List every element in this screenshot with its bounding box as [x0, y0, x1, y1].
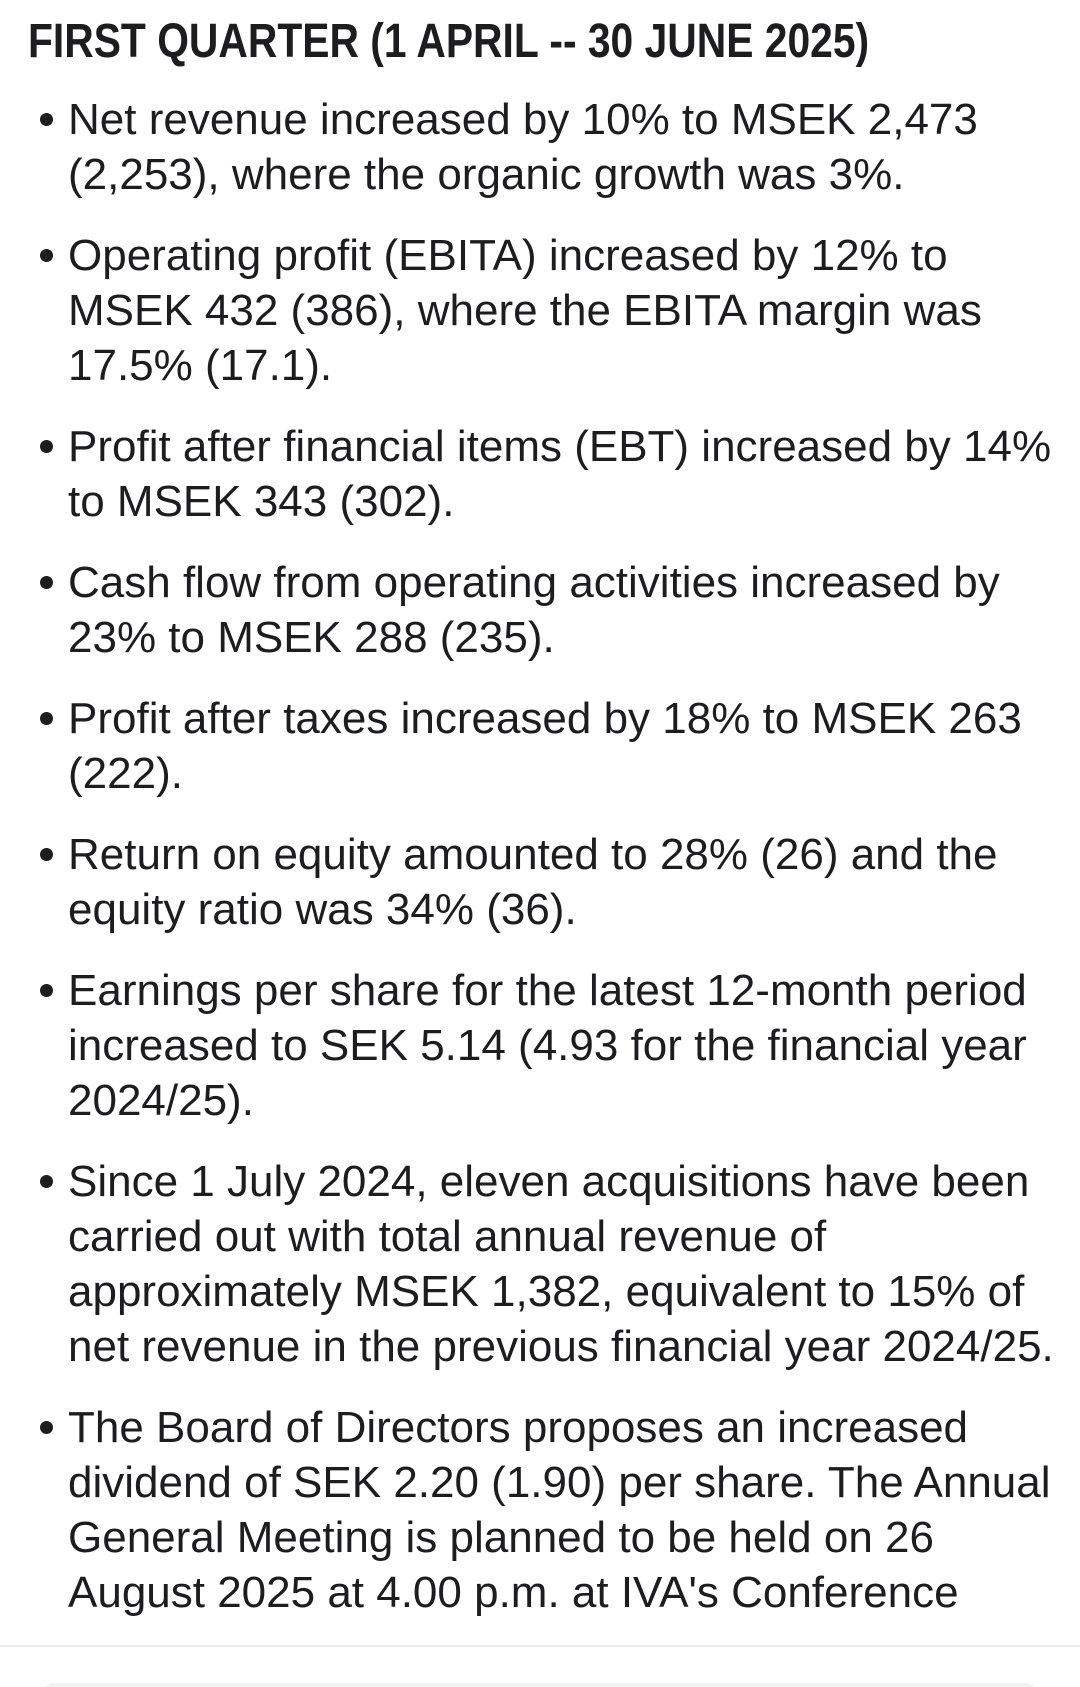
bullet-item: Operating profit (EBITA) increased by 12…	[0, 228, 1080, 393]
bullet-text-return-on-equity: Return on equity amounted to 28% (26) an…	[68, 830, 998, 934]
page-title: FIRST QUARTER (1 APRIL -- 30 JUNE 2025)	[28, 15, 870, 68]
bottom-sheet-top[interactable]	[38, 1683, 1040, 1687]
bullet-dot	[40, 113, 53, 126]
bullet-text-profit-after-financial-items: Profit after financial items (EBT) incre…	[68, 422, 1052, 526]
bullet-dot	[40, 1175, 53, 1188]
bullet-text-net-revenue: Net revenue increased by 10% to MSEK 2,4…	[68, 95, 978, 199]
bullet-text-acquisitions: Since 1 July 2024, eleven acquisitions h…	[68, 1157, 1054, 1371]
section-divider	[0, 1645, 1080, 1687]
bullet-item: Profit after financial items (EBT) incre…	[0, 419, 1080, 529]
bullet-text-operating-profit: Operating profit (EBITA) increased by 12…	[68, 231, 982, 390]
bullet-item: Profit after taxes increased by 18% to M…	[0, 691, 1080, 801]
bullet-item: Since 1 July 2024, eleven acquisitions h…	[0, 1154, 1080, 1374]
bullet-dot	[40, 440, 53, 453]
bullet-item: The Board of Directors proposes an incre…	[0, 1400, 1080, 1620]
bullet-item: Net revenue increased by 10% to MSEK 2,4…	[0, 92, 1080, 202]
bullet-text-dividend-agm: The Board of Directors proposes an incre…	[68, 1403, 1051, 1617]
bullet-dot	[40, 984, 53, 997]
report-body[interactable]: FIRST QUARTER (1 APRIL -- 30 JUNE 2025) …	[0, 0, 1080, 1645]
bullet-dot	[40, 249, 53, 262]
bullet-item: Cash flow from operating activities incr…	[0, 555, 1080, 665]
bullet-text-cash-flow: Cash flow from operating activities incr…	[68, 558, 1000, 662]
bullet-dot	[40, 1421, 53, 1434]
bullet-text-profit-after-taxes: Profit after taxes increased by 18% to M…	[68, 694, 1022, 798]
bullet-dot	[40, 848, 53, 861]
bullet-text-earnings-per-share: Earnings per share for the latest 12-mon…	[68, 966, 1027, 1125]
bullet-dot	[40, 576, 53, 589]
highlights-list: Net revenue increased by 10% to MSEK 2,4…	[0, 92, 1080, 1620]
bullet-dot	[40, 712, 53, 725]
bullet-item: Earnings per share for the latest 12-mon…	[0, 963, 1080, 1128]
bullet-item: Return on equity amounted to 28% (26) an…	[0, 827, 1080, 937]
